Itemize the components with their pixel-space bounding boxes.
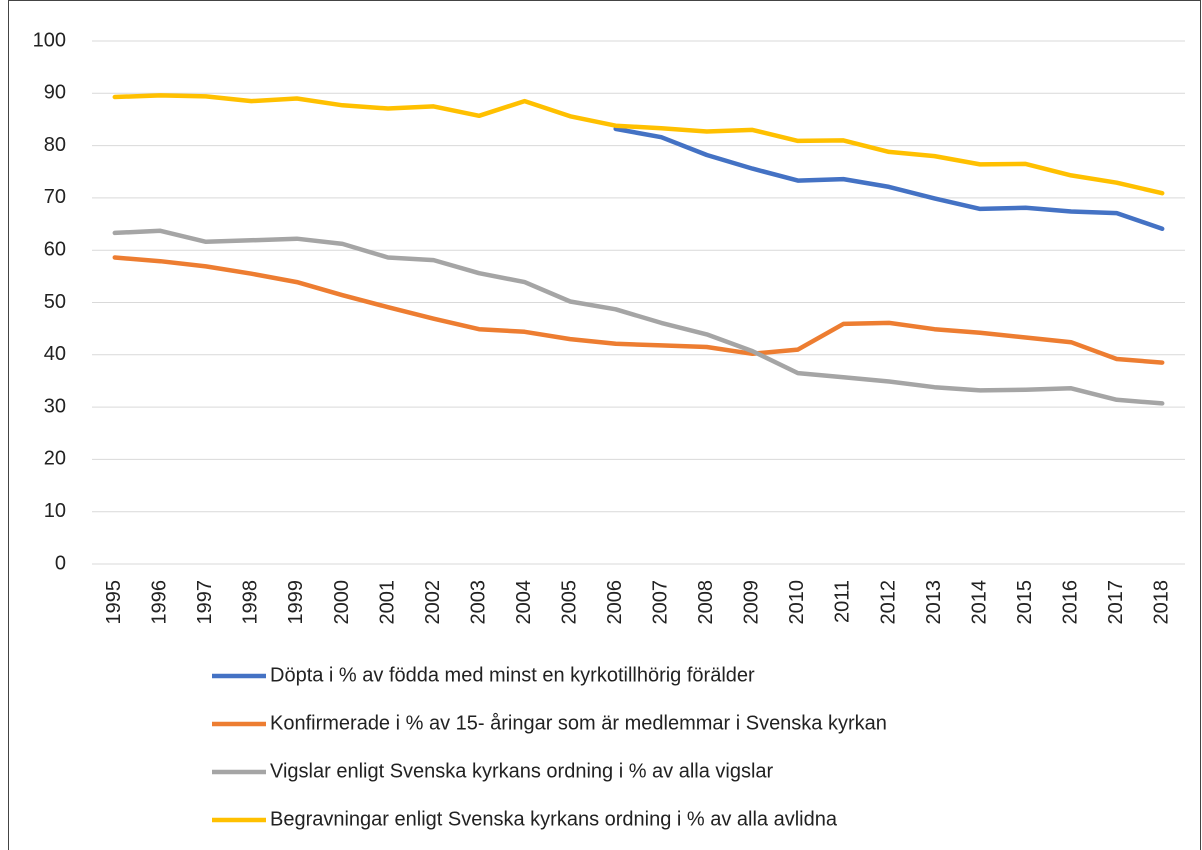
x-tick-label: 2014 — [968, 580, 990, 625]
x-tick-label: 1995 — [103, 580, 125, 625]
y-tick-label: 60 — [44, 238, 66, 260]
legend-label: Döpta i % av födda med minst en kyrkotil… — [270, 664, 755, 686]
x-tick-label: 2004 — [513, 580, 535, 625]
x-tick-label: 1996 — [149, 580, 171, 625]
x-tick-label: 2010 — [786, 580, 808, 625]
legend-label: Begravningar enligt Svenska kyrkans ordn… — [270, 808, 838, 830]
x-tick-label: 2009 — [741, 580, 763, 625]
series-line — [112, 93, 1165, 196]
x-tick-label: 2006 — [604, 580, 626, 625]
x-tick-label: 2015 — [1014, 580, 1036, 625]
y-tick-label: 40 — [44, 343, 66, 365]
series-line — [112, 255, 1165, 365]
x-tick-label: 2013 — [923, 580, 945, 625]
y-tick-label: 80 — [44, 134, 66, 156]
series-line — [613, 126, 1165, 232]
chart-border — [8, 0, 1201, 850]
y-tick-label: 90 — [44, 82, 66, 104]
series-line — [112, 228, 1165, 406]
x-tick-label: 2005 — [558, 580, 580, 625]
x-tick-label: 2003 — [467, 580, 489, 625]
x-tick-label: 2007 — [650, 580, 672, 625]
x-tick-label: 2017 — [1105, 580, 1127, 625]
x-tick-label: 2016 — [1059, 580, 1081, 625]
y-tick-label: 0 — [55, 552, 66, 574]
legend-label: Vigslar enligt Svenska kyrkans ordning i… — [270, 760, 774, 782]
y-tick-label: 10 — [44, 500, 66, 522]
x-tick-label: 1998 — [240, 580, 262, 625]
x-tick-label: 2002 — [422, 580, 444, 625]
legend-label: Konfirmerade i % av 15- åringar som är m… — [270, 712, 887, 734]
x-tick-label: 2012 — [877, 580, 899, 625]
y-tick-label: 50 — [44, 291, 66, 313]
x-tick-label: 2018 — [1151, 580, 1173, 625]
x-tick-label: 1999 — [285, 580, 307, 625]
x-tick-label: 2000 — [331, 580, 353, 625]
y-tick-label: 100 — [33, 29, 66, 51]
y-tick-label: 20 — [44, 448, 66, 470]
x-tick-label: 2008 — [695, 580, 717, 625]
y-tick-label: 70 — [44, 186, 66, 208]
y-tick-label: 30 — [44, 395, 66, 417]
x-tick-label: 1997 — [194, 580, 216, 625]
x-tick-label: 2011 — [832, 580, 854, 623]
x-tick-label: 2001 — [376, 580, 398, 625]
